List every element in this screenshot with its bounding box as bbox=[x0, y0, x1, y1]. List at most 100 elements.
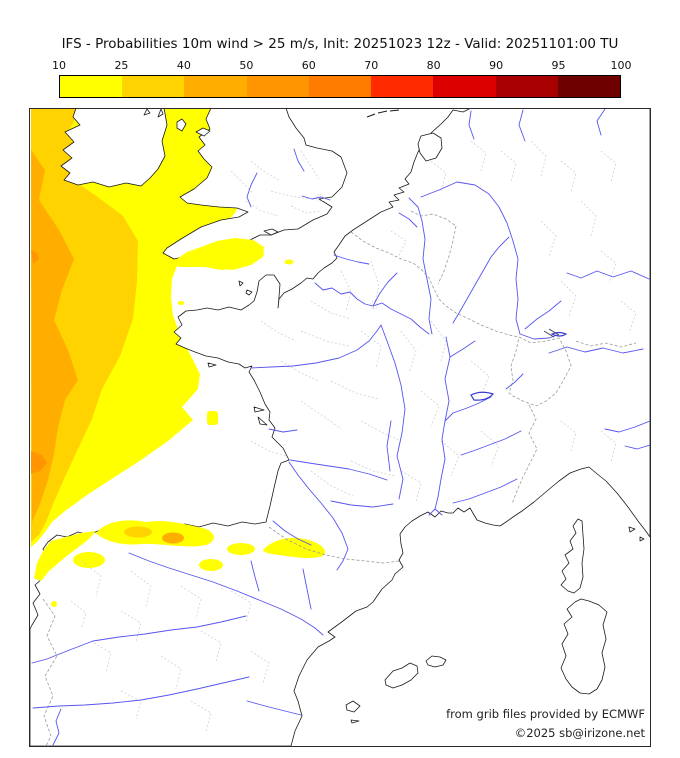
border-de-at bbox=[575, 340, 637, 348]
colorbar-tick-label: 70 bbox=[364, 59, 379, 72]
river-guadiana bbox=[52, 708, 62, 746]
river-doubs bbox=[449, 340, 476, 358]
river-segre bbox=[302, 568, 312, 610]
island-elba bbox=[628, 526, 636, 533]
urban-paris bbox=[370, 301, 378, 309]
island-belle-ile bbox=[207, 362, 217, 368]
attribution-source: from grib files provided by ECMWF bbox=[446, 707, 645, 721]
river-saone bbox=[444, 336, 451, 422]
border-be-de bbox=[437, 225, 457, 285]
probability-shading-land bbox=[34, 238, 326, 607]
prob-cantabria-streak bbox=[96, 520, 214, 547]
island-formentera bbox=[350, 719, 360, 724]
coastline-continent bbox=[30, 109, 650, 746]
alps-mark bbox=[543, 328, 560, 338]
colorbar-tick-label: 80 bbox=[426, 59, 441, 72]
river-elbe bbox=[596, 109, 606, 136]
island-guernsey bbox=[238, 280, 244, 287]
coastline-ireland bbox=[60, 109, 168, 188]
prob-40-50-region bbox=[31, 150, 78, 522]
river-adour bbox=[272, 520, 312, 546]
prob-ebro-spot bbox=[199, 559, 223, 571]
river-rhone bbox=[428, 396, 492, 516]
river-charente bbox=[268, 428, 298, 433]
colorbar-segment bbox=[308, 76, 372, 97]
colorbar-segment bbox=[371, 76, 434, 97]
river-tajo bbox=[32, 676, 250, 709]
river-rhine bbox=[420, 181, 558, 340]
colorbar-ticks: 10 25 40 50 60 70 80 90 95 100 bbox=[52, 59, 632, 73]
river-po-trib bbox=[624, 444, 650, 450]
river-loire bbox=[250, 324, 406, 500]
colorbar-tick-label: 25 bbox=[114, 59, 129, 72]
colorbar-tick-label: 50 bbox=[239, 59, 254, 72]
river-danube bbox=[548, 346, 644, 354]
attribution-copyright: ©2025 sb@irizone.net bbox=[514, 726, 645, 740]
prob-pyrenees-streak bbox=[263, 537, 326, 558]
river-durance bbox=[452, 478, 518, 504]
river-scheldt bbox=[398, 212, 418, 228]
river-oise bbox=[372, 272, 398, 307]
colorbar-bar bbox=[59, 75, 621, 98]
attribution: from grib files provided by ECMWF ©2025 … bbox=[446, 705, 645, 743]
colorbar-segment bbox=[433, 76, 496, 97]
colorbar-segment bbox=[184, 76, 247, 97]
island-mallorca bbox=[384, 662, 419, 689]
river-ems bbox=[468, 110, 475, 140]
river-jucar bbox=[246, 700, 302, 716]
prob-cantabria-gold-spot bbox=[124, 526, 152, 538]
lakes bbox=[470, 328, 568, 401]
river-somme bbox=[333, 254, 370, 265]
river-garonne bbox=[288, 461, 349, 571]
colorbar: 10 25 40 50 60 70 80 90 95 100 bbox=[52, 59, 632, 98]
island-sardinia bbox=[560, 598, 608, 695]
island-isle-of-wight bbox=[263, 228, 279, 236]
map-svg bbox=[30, 109, 650, 746]
prob-25-40-region bbox=[31, 109, 138, 542]
border-ch bbox=[508, 336, 572, 407]
lake-ijsselmeer bbox=[417, 132, 443, 162]
river-severn bbox=[246, 172, 258, 208]
lake-geneva bbox=[470, 391, 495, 401]
island-menorca bbox=[425, 655, 447, 668]
prob-aragon-spot bbox=[227, 543, 255, 555]
colorbar-segment bbox=[246, 76, 309, 97]
river-aragon-trib bbox=[250, 560, 260, 592]
island-corsica bbox=[560, 518, 585, 594]
colorbar-tick-label: 10 bbox=[52, 59, 66, 72]
river-trent bbox=[293, 148, 305, 172]
prob-sea-dot bbox=[177, 301, 185, 305]
prob-galicia-dot bbox=[51, 601, 57, 607]
prob-50-60-spot bbox=[31, 451, 47, 474]
river-meuse bbox=[408, 197, 433, 335]
prob-leon-spot bbox=[73, 552, 105, 568]
prob-cantabria-orange-spot bbox=[162, 532, 184, 544]
map-title: IFS - Probabilities 10m wind > 25 m/s, I… bbox=[61, 36, 619, 52]
island-isle-of-man bbox=[176, 118, 187, 132]
border-fr-it bbox=[511, 404, 538, 505]
river-po bbox=[604, 420, 650, 433]
colorbar-tick-label: 100 bbox=[610, 59, 632, 72]
colorbar-tick-label: 60 bbox=[301, 59, 316, 72]
colorbar-tick-label: 40 bbox=[176, 59, 191, 72]
river-dordogne bbox=[289, 459, 388, 481]
colorbar-segment bbox=[122, 76, 185, 97]
border-pt-es bbox=[42, 598, 58, 746]
landmass bbox=[30, 109, 650, 746]
probability-shading-sea bbox=[31, 109, 264, 547]
prob-50-60-spot bbox=[31, 250, 39, 264]
colorbar-tick-label: 95 bbox=[551, 59, 566, 72]
river-seine bbox=[314, 282, 430, 335]
river-neckar bbox=[524, 300, 562, 330]
river-moselle bbox=[452, 236, 510, 324]
country-borders bbox=[42, 210, 637, 746]
river-duero bbox=[31, 615, 247, 664]
river-alpine-rhone bbox=[505, 373, 524, 390]
rivers bbox=[31, 109, 650, 746]
river-thames bbox=[301, 195, 331, 201]
prob-galicia-strip bbox=[34, 531, 96, 581]
island-ibiza bbox=[345, 700, 361, 713]
island-tuscan bbox=[639, 536, 645, 542]
colorbar-segment bbox=[60, 76, 123, 97]
